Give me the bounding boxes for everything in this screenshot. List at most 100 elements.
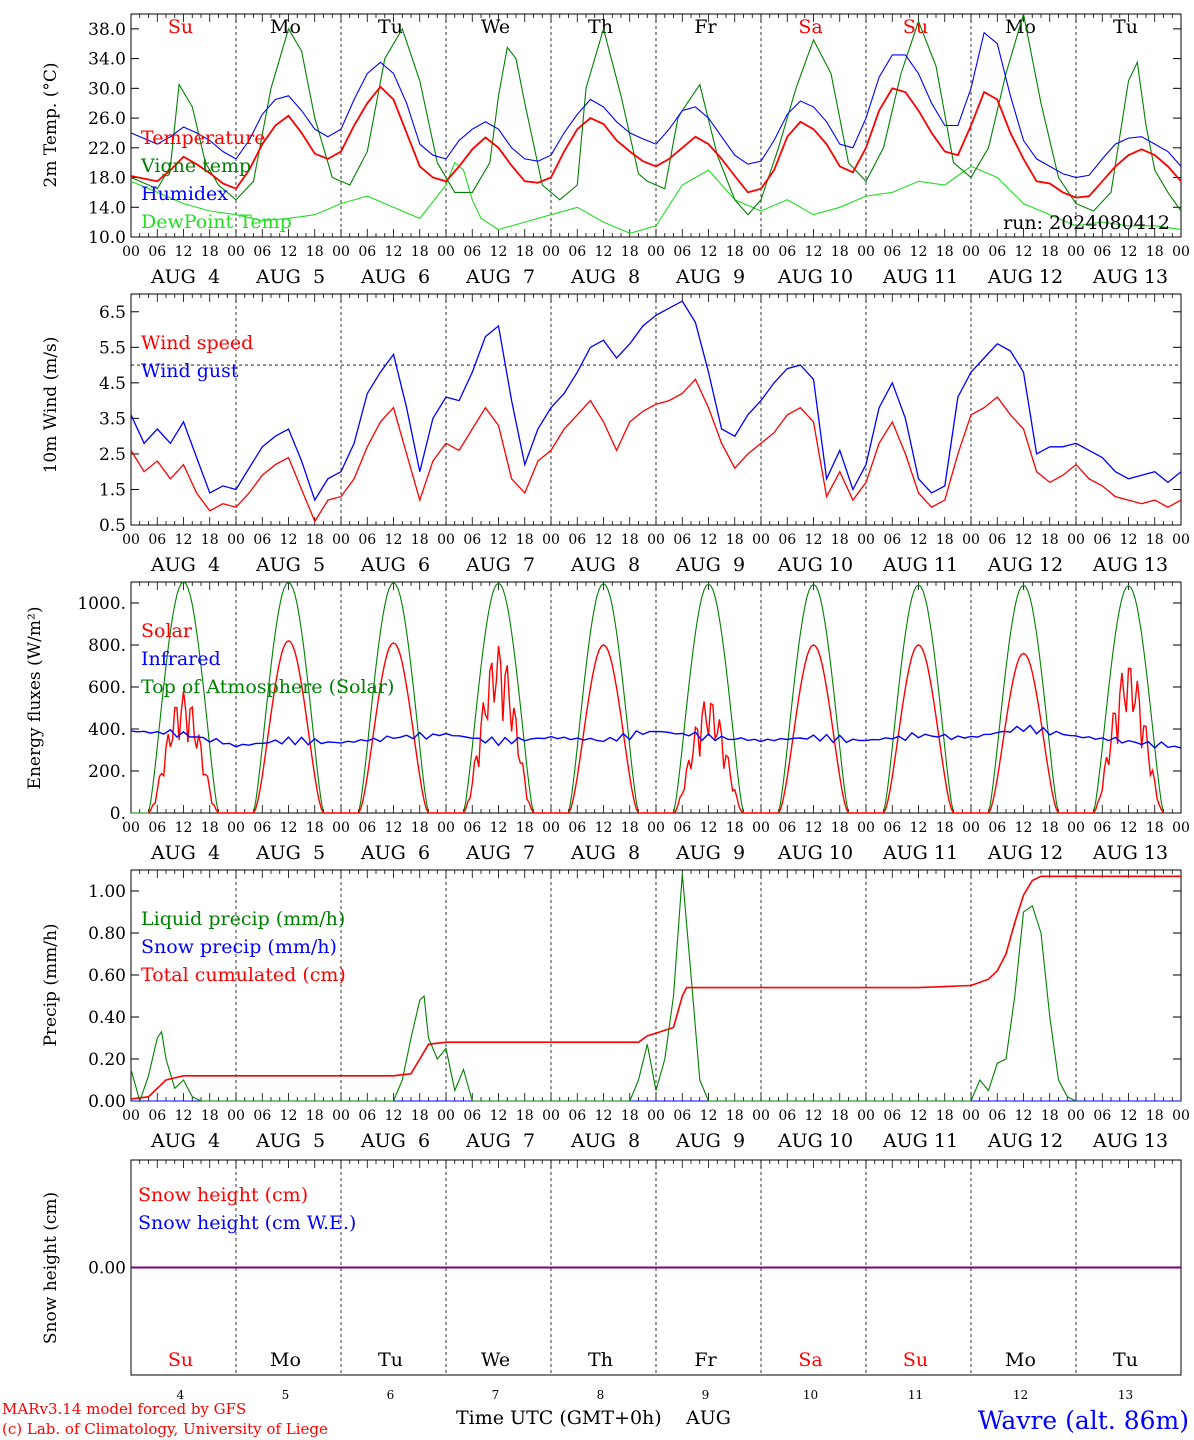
hour-tick-label: 12 [595, 1108, 613, 1124]
hour-tick-label: 18 [306, 1108, 324, 1124]
y-tick-label: 0.60 [88, 966, 126, 986]
hour-tick-label: 18 [201, 820, 219, 836]
y-tick-label: 3.5 [99, 409, 126, 429]
hour-tick-label: 12 [385, 1108, 403, 1124]
day-label: AUG 12 [987, 842, 1063, 864]
day-label: AUG 10 [777, 266, 853, 288]
day-label: AUG 8 [570, 1130, 640, 1152]
hour-tick-label: 12 [910, 532, 928, 548]
hour-tick-label: 06 [1093, 820, 1111, 836]
hour-tick-label: 12 [910, 1108, 928, 1124]
weekday-label-bottom: Tu [1113, 1349, 1138, 1371]
day-number: 9 [702, 1388, 710, 1402]
hour-tick-label: 00 [437, 1108, 455, 1124]
hour-tick-label: 12 [700, 1108, 718, 1124]
hour-tick-label: 12 [1120, 820, 1138, 836]
hour-tick-label: 18 [1041, 532, 1059, 548]
hour-tick-label: 06 [883, 820, 901, 836]
hour-tick-label: 00 [1067, 1108, 1085, 1124]
weekday-label-top: Th [588, 16, 613, 38]
day-number: 6 [387, 1388, 395, 1402]
hour-tick-label: 06 [568, 1108, 586, 1124]
hour-tick-label: 12 [805, 1108, 823, 1124]
hour-tick-label: 06 [463, 1108, 481, 1124]
hour-tick-label: 12 [490, 820, 508, 836]
hour-tick-label: 00 [122, 532, 140, 548]
hour-tick-label: 06 [568, 532, 586, 548]
hour-tick-label: 18 [306, 820, 324, 836]
hour-tick-label: 18 [1146, 1108, 1164, 1124]
y-tick-label: 22.0 [88, 139, 126, 159]
legend-entry: Snow height (cm) [138, 1184, 308, 1206]
y-tick-label: 0.20 [88, 1050, 126, 1070]
hour-tick-label: 06 [673, 244, 691, 260]
hour-tick-label: 18 [1146, 532, 1164, 548]
day-label: AUG 11 [882, 842, 958, 864]
hour-tick-label: 00 [1067, 820, 1085, 836]
hour-tick-label: 18 [1041, 820, 1059, 836]
y-tick-label: 400. [88, 720, 126, 740]
hour-tick-label: 18 [726, 820, 744, 836]
hour-tick-label: 00 [542, 244, 560, 260]
hour-tick-label: 06 [1093, 532, 1111, 548]
day-label: AUG 13 [1092, 1130, 1168, 1152]
series-line-humidex [130, 31, 1182, 179]
day-label: AUG 12 [987, 266, 1063, 288]
day-label: AUG 11 [882, 554, 958, 576]
day-label: AUG 8 [570, 554, 640, 576]
y-tick-label: 0.5 [99, 516, 126, 536]
series-line-dewpoint-temp [130, 161, 1182, 234]
y-tick-label: 14.0 [88, 198, 126, 218]
hour-tick-label: 12 [1015, 1108, 1033, 1124]
hour-tick-label: 06 [778, 244, 796, 260]
hour-tick-label: 00 [542, 1108, 560, 1124]
day-label: AUG 8 [570, 842, 640, 864]
hour-tick-label: 12 [280, 820, 298, 836]
hour-tick-label: 18 [831, 244, 849, 260]
hour-tick-label: 06 [568, 244, 586, 260]
legend-entry: Vigne temp [140, 155, 251, 177]
hour-tick-label: 00 [1172, 1108, 1190, 1124]
day-label: AUG 9 [675, 266, 745, 288]
y-tick-label: 0.40 [88, 1008, 126, 1028]
hour-tick-label: 18 [1146, 820, 1164, 836]
day-label: AUG 5 [255, 266, 325, 288]
day-label: AUG 4 [150, 554, 220, 576]
hour-tick-label: 00 [332, 532, 350, 548]
series-line-total-cumulated [130, 875, 1181, 1100]
hour-tick-label: 12 [385, 532, 403, 548]
weekday-label-top: Tu [378, 16, 403, 38]
y-tick-label: 0.00 [88, 1259, 126, 1279]
hour-tick-label: 06 [673, 820, 691, 836]
hour-tick-label: 00 [857, 244, 875, 260]
hour-tick-label: 00 [1067, 244, 1085, 260]
hour-tick-label: 00 [647, 532, 665, 548]
hour-tick-label: 12 [805, 244, 823, 260]
hour-tick-label: 18 [831, 1108, 849, 1124]
hour-tick-label: 00 [227, 820, 245, 836]
day-number: 5 [282, 1388, 290, 1402]
weekday-label-bottom: Sa [798, 1349, 822, 1371]
hour-tick-label: 18 [516, 244, 534, 260]
hour-tick-label: 12 [595, 244, 613, 260]
series-line-vigne-temp [130, 13, 1182, 216]
credit-line-2: (c) Lab. of Climatology, University of L… [2, 1420, 328, 1438]
y-tick-label: 600. [88, 678, 126, 698]
hour-tick-label: 12 [490, 244, 508, 260]
hour-tick-label: 00 [752, 1108, 770, 1124]
hour-tick-label: 18 [201, 532, 219, 548]
hour-tick-label: 06 [463, 820, 481, 836]
y-tick-label: 38.0 [88, 20, 126, 40]
y-tick-label: 0. [110, 804, 126, 824]
day-label: AUG 11 [882, 1130, 958, 1152]
weekday-label-bottom: Mo [270, 1349, 301, 1371]
hour-tick-label: 00 [962, 532, 980, 548]
day-number: 7 [492, 1388, 500, 1402]
y-tick-label: 18.0 [88, 169, 126, 189]
hour-tick-label: 12 [175, 820, 193, 836]
hour-tick-label: 12 [910, 820, 928, 836]
legend-entry: Snow height (cm W.E.) [138, 1212, 356, 1234]
hour-tick-label: 00 [227, 244, 245, 260]
hour-tick-label: 12 [1120, 532, 1138, 548]
hour-tick-label: 18 [306, 244, 324, 260]
